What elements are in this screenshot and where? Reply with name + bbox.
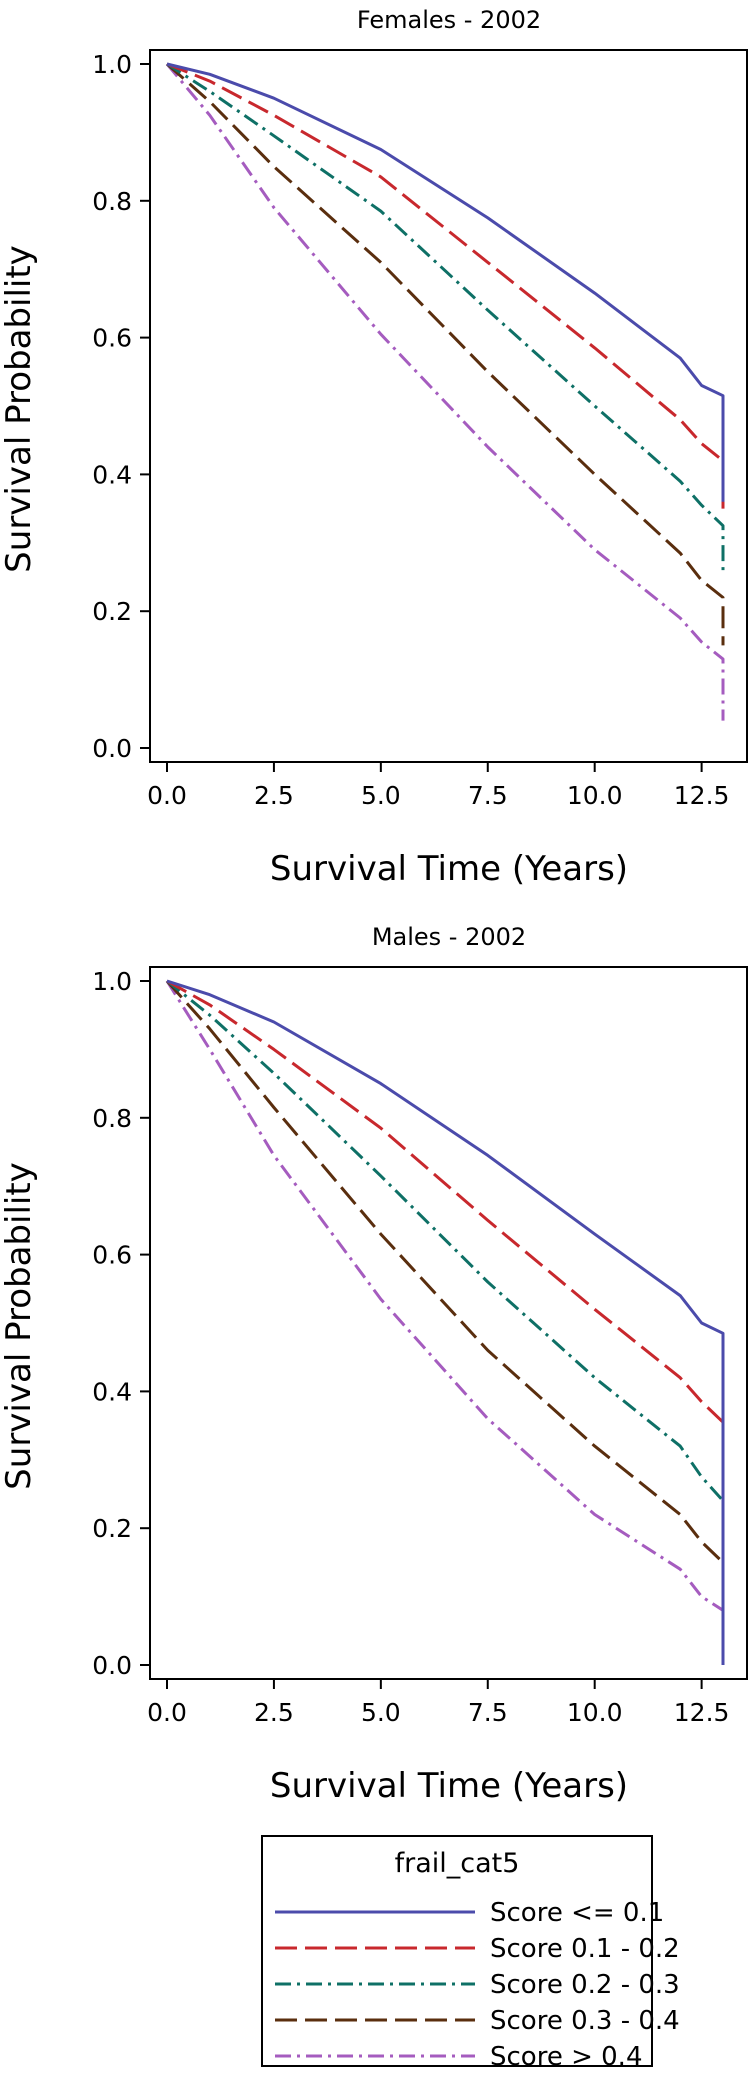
series-line: [166, 62, 725, 571]
x-tick-label: 12.5: [674, 1698, 730, 1727]
y-tick-label: 0.4: [92, 460, 132, 489]
series-line: [165, 980, 725, 1665]
x-tick-label: 0.0: [147, 781, 187, 810]
y-tick-label: 0.2: [92, 1514, 132, 1543]
y-tick-label: 0.8: [92, 187, 132, 216]
plot-frame: [149, 49, 748, 763]
legend-title: frail_cat5: [395, 1848, 520, 1879]
y-tick-label: 0.4: [92, 1377, 132, 1406]
series-line: [166, 979, 725, 1665]
x-tick-label: 7.5: [468, 781, 508, 810]
chart-title: Males - 2002: [372, 923, 526, 951]
tick-group: 0.0 2.5 5.0 7.5 10.0 12.5 0.0 0.2 0.4 0.6 0.8 1.0: [92, 50, 729, 810]
x-tick-label: 2.5: [254, 781, 294, 810]
legend-label: Score <= 0.1: [490, 1898, 664, 1928]
x-axis-label: Survival Time (Years): [270, 1766, 628, 1806]
males-panel: Males - 2002 Survival Time (Years) Survi…: [0, 923, 748, 1806]
series-group: [165, 62, 725, 721]
x-tick-label: 0.0: [147, 1698, 187, 1727]
females-panel: Females - 2002 Survival Time (Years) Sur…: [0, 6, 748, 889]
x-tick-label: 7.5: [468, 1698, 508, 1727]
y-tick-label: 0.8: [92, 1104, 132, 1133]
y-tick-label: 0.0: [92, 734, 132, 763]
x-tick-label: 12.5: [674, 781, 730, 810]
series-line: [166, 979, 725, 1665]
y-tick-label: 0.0: [92, 1651, 132, 1680]
legend-frame: [261, 1835, 653, 2067]
y-axis-label: Survival Probability: [0, 245, 39, 573]
plot-frame: [149, 966, 748, 1680]
y-tick-label: 0.6: [92, 324, 132, 353]
x-tick-label: 5.0: [361, 1698, 401, 1727]
series-line: [166, 62, 725, 646]
y-axis-label: Survival Probability: [0, 1162, 39, 1490]
legend-label: Score 0.1 - 0.2: [490, 1934, 680, 1964]
y-tick-label: 1.0: [92, 967, 132, 996]
series-line: [165, 63, 725, 721]
y-tick-label: 0.6: [92, 1241, 132, 1270]
tick-group: 0.0 2.5 5.0 7.5 10.0 12.5 0.0 0.2 0.4 0.6 0.8 1.0: [92, 967, 729, 1727]
y-tick-label: 0.2: [92, 597, 132, 626]
x-tick-label: 10.0: [567, 1698, 623, 1727]
legend-label: Score 0.3 - 0.4: [490, 2006, 680, 2036]
x-tick-label: 2.5: [254, 1698, 294, 1727]
legend-label: Score > 0.4: [490, 2042, 642, 2072]
x-axis-label: Survival Time (Years): [270, 849, 628, 889]
legend-label: Score 0.2 - 0.3: [490, 1970, 680, 2000]
series-line: [166, 62, 725, 509]
series-line: [166, 62, 725, 502]
y-tick-label: 1.0: [92, 50, 132, 79]
x-tick-label: 5.0: [361, 781, 401, 810]
chart-title: Females - 2002: [357, 6, 541, 34]
x-tick-label: 10.0: [567, 781, 623, 810]
legend-entries: Score <= 0.1 Score 0.1 - 0.2 Score 0.2 - 0…: [275, 1898, 680, 2072]
series-group: [165, 979, 725, 1665]
series-line: [165, 980, 725, 1665]
series-line: [166, 979, 725, 1665]
